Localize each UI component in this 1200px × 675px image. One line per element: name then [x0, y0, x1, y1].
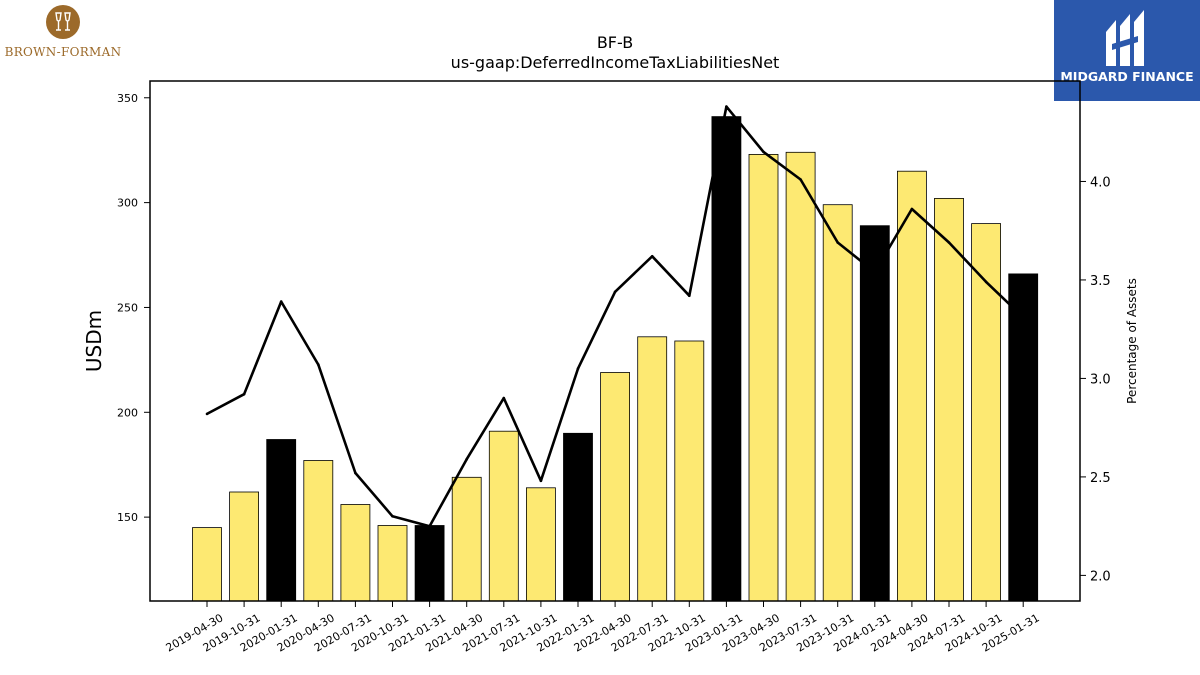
line-point-2021-10-31 [539, 479, 543, 483]
y2-tick-label-2.0: 2.0 [1090, 569, 1111, 584]
y-tick-label-200: 200 [117, 406, 138, 419]
line-point-2023-10-31 [836, 241, 839, 244]
midgard-finance-logo: MIDGARD FINANCE [1054, 0, 1200, 101]
y-tick-label-250: 250 [117, 301, 138, 314]
bar-2021-01-31 [414, 525, 445, 602]
bar-2020-10-31 [377, 525, 408, 602]
line-point-2024-07-31 [947, 241, 951, 244]
x-axis: 2019-04-302019-10-312020-01-312020-04-30… [164, 601, 1042, 655]
bar-2020-07-31 [340, 504, 371, 602]
line-point-2019-04-30 [205, 412, 209, 416]
line-point-2024-10-31 [984, 280, 988, 284]
y2-tick-label-3.5: 3.5 [1090, 274, 1111, 289]
bar-2019-04-30 [192, 527, 222, 602]
line-point-2023-01-31 [725, 105, 728, 108]
bar-2022-01-31 [563, 432, 593, 602]
y2-axis-label: Percentage of Assets [1125, 278, 1139, 404]
line-point-2022-07-31 [650, 254, 654, 258]
bar-2023-07-31 [785, 151, 816, 602]
line-point-2023-04-30 [762, 150, 765, 154]
line-point-2021-01-31 [428, 524, 431, 528]
bar-2021-04-30 [451, 476, 482, 602]
y2-tick-label-2.5: 2.5 [1090, 471, 1111, 486]
bar-2023-01-31 [711, 116, 742, 602]
y-tick-label-150: 150 [117, 511, 138, 524]
y-tick-label-350: 350 [117, 92, 138, 105]
brown-forman-wordmark: BROWN-FORMAN [4, 45, 122, 59]
bar-2023-04-30 [748, 153, 779, 602]
bar-2020-04-30 [303, 460, 334, 602]
line-point-2020-01-31 [279, 300, 283, 303]
line-point-2024-04-30 [910, 207, 914, 211]
line-point-2020-10-31 [391, 515, 394, 518]
brown-forman-emblem-icon [46, 5, 80, 39]
line-point-2020-07-31 [354, 471, 357, 475]
y2-tick-label-3.0: 3.0 [1090, 372, 1111, 387]
bar-series [192, 116, 1039, 602]
y-tick-label-300: 300 [117, 197, 138, 210]
bar-2021-10-31 [526, 487, 556, 602]
line-point-2019-10-31 [242, 392, 246, 396]
line-point-2025-01-31 [1021, 316, 1025, 319]
bar-2024-10-31 [971, 223, 1001, 602]
bar-2022-07-31 [637, 336, 668, 602]
line-point-2021-04-30 [465, 457, 469, 461]
bar-2022-04-30 [600, 372, 630, 602]
y-axis-label: USDm [82, 310, 106, 372]
y-axis-left: 150 200 250 300 350 [117, 92, 150, 524]
bar-2020-01-31 [266, 439, 297, 602]
line-series [205, 105, 1025, 528]
bar-2023-10-31 [822, 204, 853, 602]
bar-2024-07-31 [934, 197, 964, 602]
line-point-2022-01-31 [576, 367, 580, 370]
brown-forman-logo: BROWN-FORMAN [0, 0, 130, 70]
bar-2025-01-31 [1008, 273, 1039, 602]
line-point-2024-01-31 [873, 270, 877, 274]
bar-2024-01-31 [859, 225, 890, 602]
y-axis-right: 2.0 2.5 3.0 3.5 4.0 [1080, 175, 1111, 584]
midgard-finance-wordmark: MIDGARD FINANCE [1060, 69, 1194, 84]
line-point-2022-04-30 [613, 290, 617, 294]
midgard-emblem-icon [1106, 10, 1144, 66]
line-point-2023-07-31 [799, 178, 802, 181]
bar-2021-07-31 [488, 430, 519, 602]
line-point-2020-04-30 [317, 363, 320, 366]
line-point-2021-07-31 [502, 396, 506, 400]
bar-2022-10-31 [674, 340, 705, 602]
line-point-2022-10-31 [688, 294, 691, 298]
chart-title: BF-B [597, 33, 633, 52]
bar-2019-10-31 [229, 491, 260, 602]
y2-tick-label-4.0: 4.0 [1090, 175, 1111, 190]
chart-subtitle: us-gaap:DeferredIncomeTaxLiabilitiesNet [451, 53, 780, 72]
bar-2024-04-30 [897, 170, 927, 602]
